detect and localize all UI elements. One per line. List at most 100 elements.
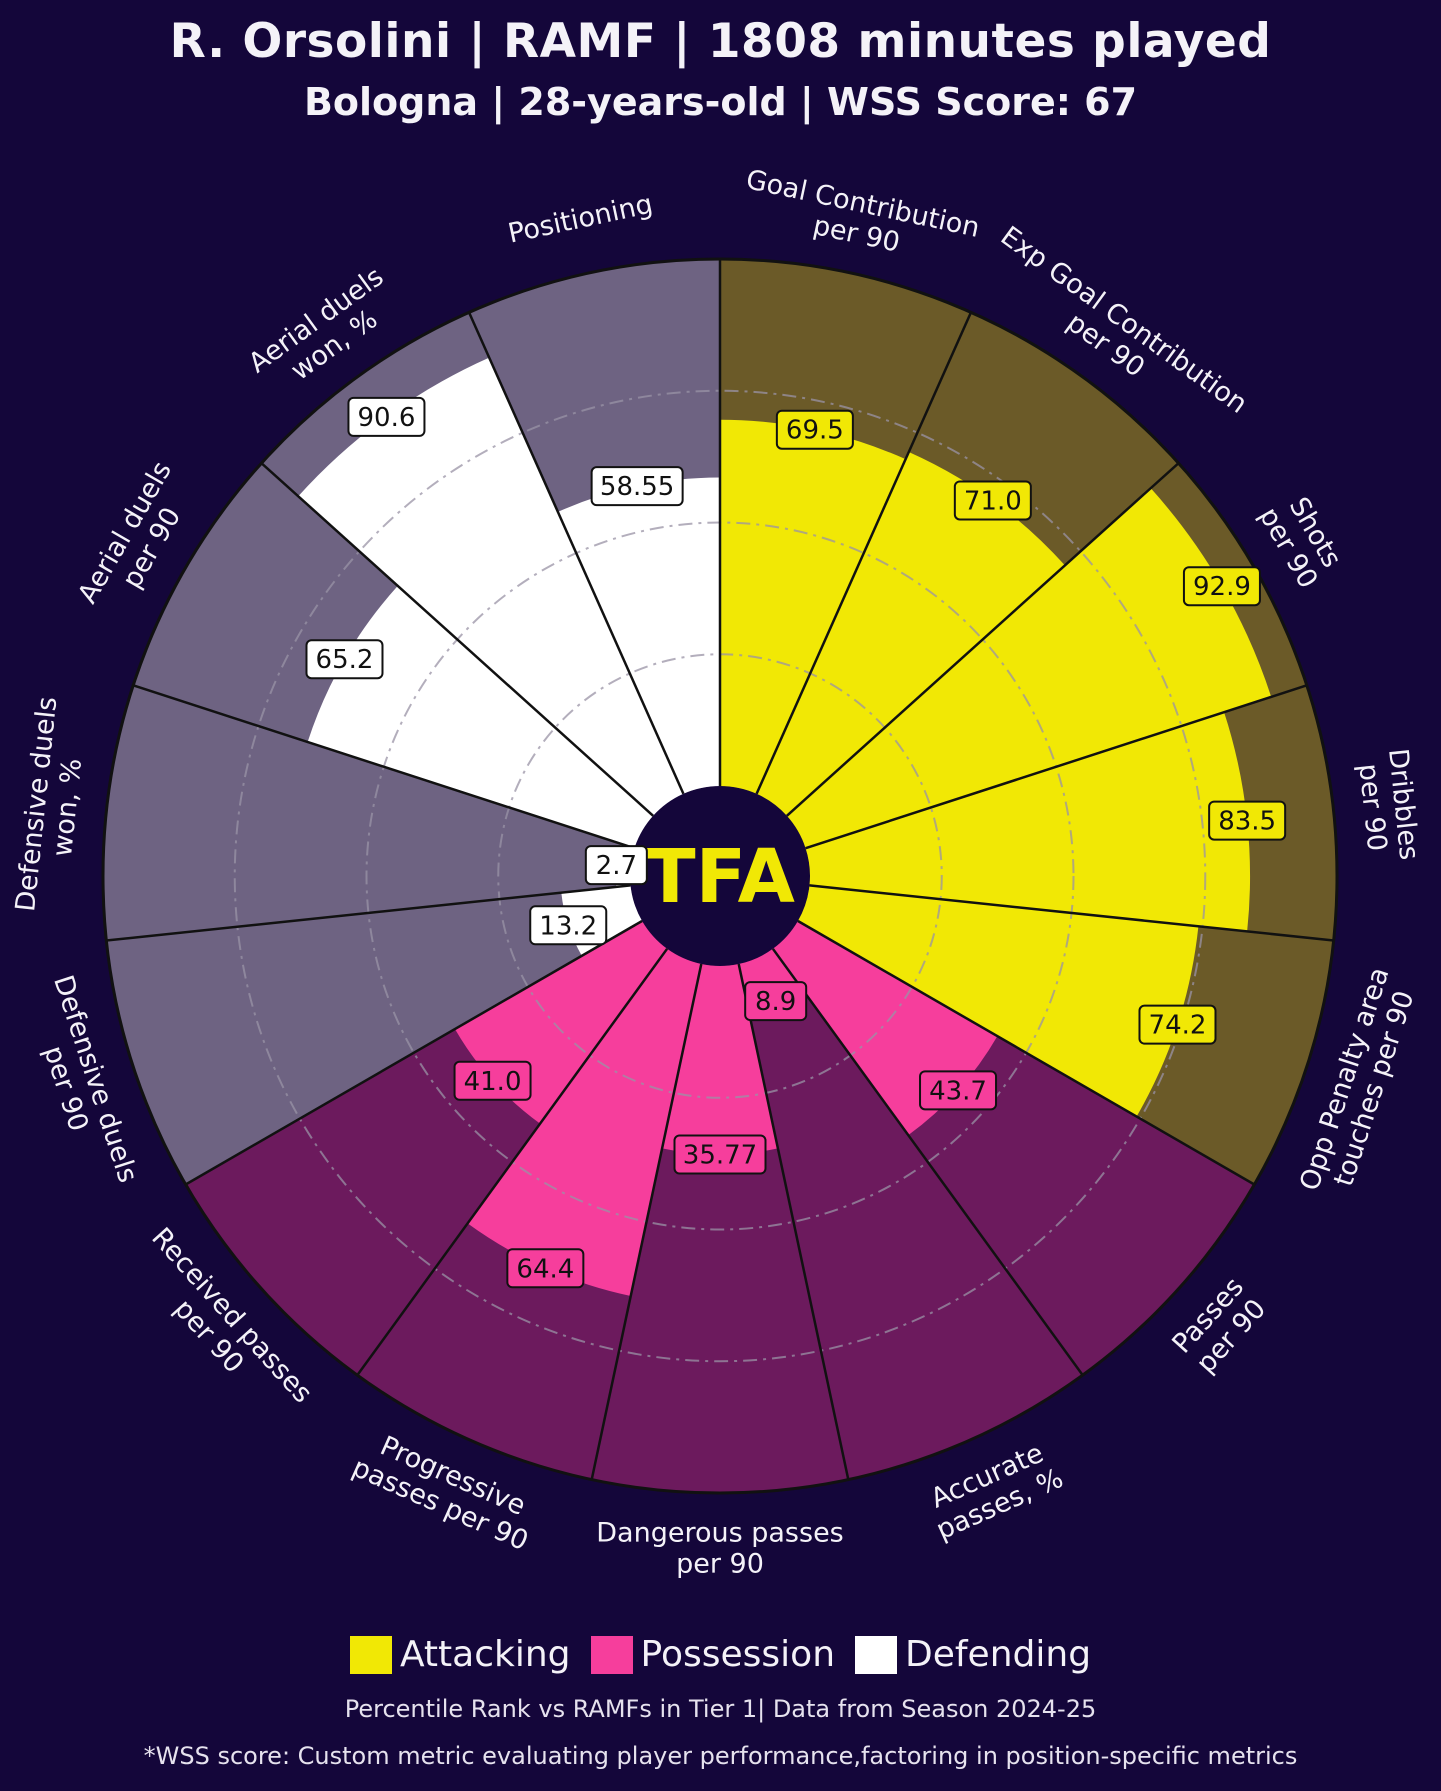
value-label-text: 41.0 — [464, 1067, 522, 1097]
defending-swatch — [855, 1635, 898, 1674]
value-label: 13.2 — [529, 905, 608, 946]
legend-label-attacking: Attacking — [399, 1634, 571, 1675]
divider-line — [771, 948, 1084, 1376]
tfa-logo: TFA — [645, 834, 795, 920]
value-label: 69.5 — [775, 409, 854, 450]
value-label: 2.7 — [584, 845, 648, 886]
value-label: 74.2 — [1138, 1004, 1217, 1045]
value-label-box — [1138, 1004, 1217, 1045]
divider-lines — [106, 259, 1334, 1480]
wedge-background — [738, 948, 1083, 1480]
divider-line — [809, 884, 1334, 942]
value-label-box — [744, 981, 808, 1022]
value-label-text: 2.7 — [596, 851, 637, 881]
value-label-text: 64.4 — [516, 1254, 574, 1284]
value-label-box — [1208, 800, 1287, 841]
value-label-text: 35.77 — [683, 1141, 757, 1171]
legend-item-possession: Possession — [590, 1634, 836, 1675]
value-label-text: 69.5 — [786, 416, 844, 446]
wedge-value — [720, 419, 906, 794]
chart-title: R. Orsolini | RAMF | 1808 minutes played — [169, 14, 1272, 69]
wedge-background — [103, 685, 635, 941]
value-label-box — [305, 639, 384, 680]
value-label-box — [775, 409, 854, 450]
divider-line — [185, 919, 643, 1186]
divider-line — [467, 311, 685, 795]
value-label: 71.0 — [953, 480, 1032, 521]
value-label: 64.4 — [506, 1248, 585, 1289]
pizza-chart: TFA 69.5 71.0 92.9 83.5 74.2 43.7 8.9 35.77 64.4… — [10, 164, 1424, 1580]
legend-item-attacking: Attacking — [349, 1634, 571, 1675]
divider-line — [260, 462, 654, 817]
divider-line — [590, 963, 703, 1480]
value-label-text: 83.5 — [1218, 807, 1276, 837]
value-label: 41.0 — [453, 1060, 532, 1101]
divider-line — [805, 684, 1308, 850]
value-label-text: 13.2 — [539, 911, 597, 941]
divider-line — [356, 948, 669, 1376]
value-label-text: 8.9 — [755, 987, 796, 1017]
divider-line — [737, 963, 850, 1480]
value-label-box — [529, 905, 608, 946]
wedge-value — [467, 948, 702, 1297]
wedge-value — [307, 585, 654, 849]
value-label-text: 74.2 — [1149, 1011, 1207, 1041]
value-label-text: 71.0 — [964, 486, 1022, 516]
legend-label-possession: Possession — [640, 1634, 836, 1675]
value-labels: 69.5 71.0 92.9 83.5 74.2 43.7 8.9 35.77 64.4 41.0… — [305, 396, 1287, 1289]
grid-ring — [233, 389, 1207, 1363]
value-label: 58.55 — [590, 466, 684, 507]
divider-line — [106, 884, 631, 942]
value-label: 65.2 — [305, 639, 384, 680]
value-label: 83.5 — [1208, 800, 1287, 841]
legend-label-defending: Defending — [905, 1634, 1092, 1675]
value-label: 43.7 — [919, 1070, 998, 1111]
legend-item-defending: Defending — [855, 1634, 1091, 1675]
value-label-box — [453, 1060, 532, 1101]
value-label-text: 65.2 — [316, 645, 374, 675]
category-label-line: Positioning — [505, 189, 655, 250]
value-label-box — [590, 466, 684, 507]
category-label-line: Dangerous passes — [596, 1518, 843, 1549]
value-label-box — [584, 845, 648, 886]
wedge-value — [805, 712, 1251, 932]
wedge-value — [662, 964, 778, 1155]
attacking-swatch — [349, 1635, 392, 1674]
value-label-text: 58.55 — [600, 472, 674, 502]
value-label: 35.77 — [673, 1134, 767, 1175]
value-label-text: 90.6 — [358, 403, 416, 433]
possession-swatch — [590, 1635, 633, 1674]
value-label: 90.6 — [347, 396, 426, 437]
value-label-box — [919, 1070, 998, 1111]
value-label-box — [347, 396, 426, 437]
value-label-box — [673, 1134, 767, 1175]
value-label-box — [506, 1248, 585, 1289]
wss-footnote: *WSS score: Custom metric evaluating pla… — [143, 1742, 1298, 1770]
category-label: Positioning — [505, 189, 655, 250]
value-label-text: 43.7 — [929, 1076, 987, 1106]
wedge-value — [756, 451, 1065, 816]
outer-ring — [101, 257, 1339, 1495]
wedge-value — [797, 885, 1199, 1117]
category-label-line: per 90 — [676, 1549, 764, 1580]
divider-line — [797, 919, 1255, 1186]
wedge-value — [557, 477, 720, 794]
center-circle — [632, 788, 808, 964]
chart-subtitle: Bologna | 28-years-old | WSS Score: 67 — [303, 80, 1138, 124]
value-label-box — [953, 480, 1032, 521]
wedge-background — [106, 885, 643, 1185]
legend: Attacking Possession Defending — [0, 1634, 1441, 1675]
wedge-value — [298, 357, 684, 816]
divider-line — [132, 684, 635, 850]
value-label-text: 92.9 — [1193, 572, 1251, 602]
value-label: 8.9 — [744, 981, 808, 1022]
value-label: 92.9 — [1182, 566, 1261, 607]
value-label-box — [1182, 566, 1261, 607]
center-logo: TFA — [632, 788, 808, 964]
